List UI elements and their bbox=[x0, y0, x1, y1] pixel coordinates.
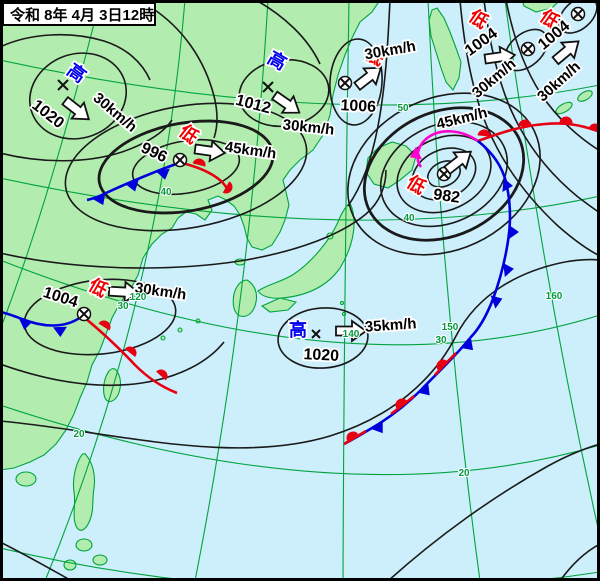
cold-front-996 bbox=[86, 161, 180, 202]
chart-title: 令和 8年 4月 3日12時 bbox=[10, 6, 154, 24]
isobar-low-1006 bbox=[329, 38, 383, 126]
parallel-50n bbox=[0, 59, 600, 106]
meridian-110e bbox=[0, 0, 101, 331]
isobar-high-center bbox=[277, 307, 369, 369]
cold-front-west bbox=[0, 310, 82, 327]
longitude-label: 150 bbox=[442, 322, 459, 333]
pressure-value: 1006 bbox=[340, 97, 377, 116]
warm-front-west bbox=[84, 317, 178, 395]
cold-front bbox=[469, 139, 512, 339]
meridian-130e bbox=[194, 0, 269, 581]
high-center-mark bbox=[57, 79, 69, 91]
izu-island bbox=[339, 300, 345, 306]
latitude-label: 30 bbox=[435, 335, 447, 346]
meridian-120e bbox=[44, 0, 186, 581]
kuril-island bbox=[555, 101, 573, 115]
latitude-label: 20 bbox=[73, 429, 85, 440]
meridian-160e bbox=[504, 0, 600, 540]
hainan-island bbox=[15, 471, 37, 487]
high-center-mark bbox=[311, 329, 321, 339]
latitude-label: 30 bbox=[117, 301, 129, 312]
low-center-mark bbox=[76, 306, 92, 322]
isobar-low-ne1 bbox=[503, 28, 549, 72]
pressure-value: 1020 bbox=[303, 346, 340, 365]
fronts bbox=[0, 116, 600, 446]
parallel-40n bbox=[0, 177, 600, 221]
luzon-island bbox=[72, 453, 96, 531]
philippine-island bbox=[92, 554, 108, 566]
longitude-label: 160 bbox=[546, 291, 563, 302]
low-center-mark bbox=[520, 41, 536, 57]
wind-speed: 35km/h bbox=[364, 315, 417, 336]
pressure-value: 982 bbox=[432, 186, 461, 207]
warm-front bbox=[477, 122, 600, 143]
high-label: 高 bbox=[289, 319, 307, 340]
latitude-label: 20 bbox=[458, 468, 470, 479]
isobar-high-1012 bbox=[238, 58, 330, 128]
high-center-mark bbox=[262, 81, 274, 93]
kuril-island bbox=[577, 90, 593, 102]
grid-labels: 50 40 40 30 30 20 20 120 140 150 160 bbox=[72, 102, 563, 480]
latitude-label: 50 bbox=[397, 103, 409, 114]
latitude-label: 40 bbox=[160, 187, 172, 198]
okinawa-island bbox=[177, 327, 183, 333]
low-center-mark bbox=[172, 152, 188, 168]
isobar-high-nw bbox=[28, 52, 128, 140]
latitude-label: 40 bbox=[403, 213, 415, 224]
low-center-mark bbox=[570, 6, 586, 22]
parallel-10n bbox=[0, 547, 600, 581]
meridian-150e bbox=[427, 0, 481, 581]
honshu-island bbox=[257, 202, 355, 299]
occluded-front bbox=[416, 130, 479, 168]
title-box: 令和 8年 4月 3日12時 bbox=[2, 2, 156, 26]
system-symbols bbox=[57, 6, 586, 342]
shikoku-island bbox=[260, 297, 298, 313]
parallel-30n bbox=[0, 259, 600, 346]
longitude-label: 140 bbox=[343, 329, 360, 340]
low-center-mark bbox=[337, 75, 353, 91]
longitude-label: 120 bbox=[130, 292, 147, 303]
okinawa-island bbox=[160, 335, 166, 341]
philippine-island bbox=[75, 538, 93, 552]
